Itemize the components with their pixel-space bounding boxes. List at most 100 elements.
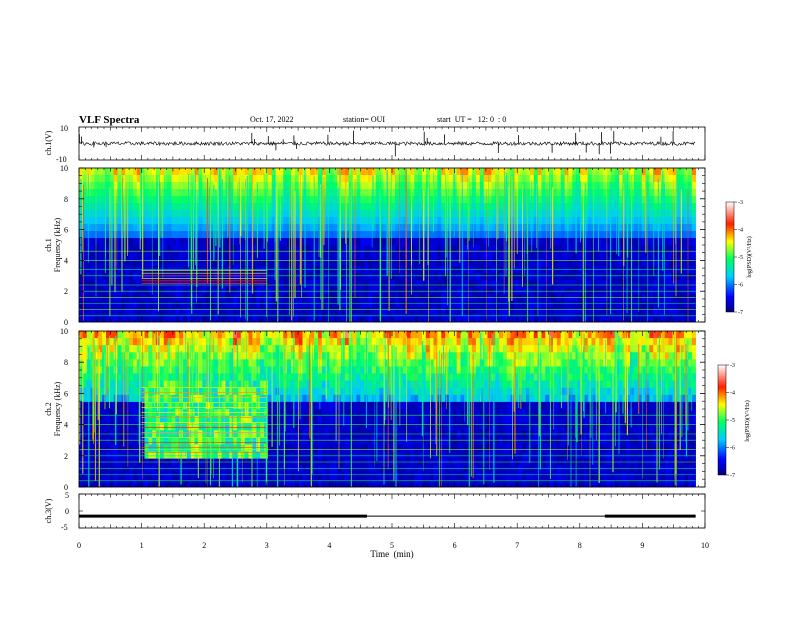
spec-cell: [241, 175, 245, 182]
spec-cell: [206, 273, 210, 280]
spec-cell: [599, 203, 603, 210]
spec-cell: [622, 168, 626, 175]
spec-cell: [118, 308, 122, 315]
spec-cell: [314, 189, 318, 196]
spec-cell: [87, 252, 91, 259]
spec-cell: [256, 259, 260, 266]
spec-cell: [94, 196, 98, 203]
spec-cell: [364, 203, 368, 210]
spec-cell: [449, 182, 453, 189]
spec-cell: [98, 259, 102, 266]
spec-cell: [222, 459, 226, 466]
spec-cell: [410, 203, 414, 210]
spec-cell: [588, 308, 592, 315]
spec-cell: [98, 203, 102, 210]
spec-cell: [599, 224, 603, 231]
spec-cell: [453, 210, 457, 217]
spec-cell: [503, 308, 507, 315]
spec-cell: [183, 374, 187, 381]
spec-cell: [106, 466, 110, 473]
spec-cell: [114, 224, 118, 231]
spec-cell: [148, 196, 152, 203]
spec-cell: [553, 301, 557, 308]
spec-cell: [83, 175, 87, 182]
spec-cell: [272, 301, 276, 308]
spec-cell: [534, 287, 538, 294]
spec-cell: [145, 308, 149, 315]
spec-cell: [464, 287, 468, 294]
spec-cell: [657, 301, 661, 308]
spec-cell: [129, 238, 133, 245]
spec-cell: [345, 301, 349, 308]
spec-cell: [330, 252, 334, 259]
spec-cell: [491, 182, 495, 189]
spec-cell: [326, 196, 330, 203]
spec-cell: [160, 273, 164, 280]
spec-cell: [175, 473, 179, 480]
spec-cell: [233, 473, 237, 480]
spec-cell: [557, 217, 561, 224]
spec-cell: [198, 331, 202, 338]
spec-cell: [137, 273, 141, 280]
spec-cell: [603, 259, 607, 266]
spec-cell: [345, 287, 349, 294]
spec-cell: [164, 352, 168, 359]
spec-cell: [118, 168, 122, 175]
spec-cell: [179, 182, 183, 189]
spec-cell: [688, 231, 692, 238]
spec-cell: [657, 280, 661, 287]
spec-cell: [102, 437, 106, 444]
spec-cell: [206, 259, 210, 266]
spec-cell: [118, 381, 122, 388]
spec-cell: [252, 308, 256, 315]
spec-cell: [118, 301, 122, 308]
spec-cell: [410, 182, 414, 189]
spec-cell: [495, 224, 499, 231]
spec-cell: [665, 301, 669, 308]
spec-cell: [491, 175, 495, 182]
spec-cell: [688, 259, 692, 266]
spec-cell: [557, 196, 561, 203]
spec-cell: [407, 189, 411, 196]
spec-cell: [141, 301, 145, 308]
spec-cell: [264, 287, 268, 294]
spec-cell: [183, 395, 187, 402]
spec-cell: [91, 238, 95, 245]
spec-cell: [584, 301, 588, 308]
spec-cell: [214, 444, 218, 451]
spec-cell: [110, 287, 114, 294]
spec-cell: [437, 259, 441, 266]
spec-cell: [125, 381, 129, 388]
spec-cell: [518, 287, 522, 294]
spec-cell: [168, 231, 172, 238]
spec-cell: [441, 238, 445, 245]
spec-cell: [391, 301, 395, 308]
spec-cell: [171, 301, 175, 308]
spec-cell: [669, 210, 673, 217]
spec-cell: [545, 238, 549, 245]
spec-cell: [160, 338, 164, 345]
spec-cell: [118, 359, 122, 366]
spec-cell: [534, 224, 538, 231]
spec-cell: [407, 203, 411, 210]
spec-cell: [133, 259, 137, 266]
spec-cell: [87, 182, 91, 189]
spec-cell: [638, 301, 642, 308]
spec-cell: [630, 196, 634, 203]
spec-cell: [360, 175, 364, 182]
spec-cell: [87, 168, 91, 175]
spec-cell: [453, 273, 457, 280]
spec-cell: [98, 196, 102, 203]
spec-cell: [125, 359, 129, 366]
spec-cell: [171, 374, 175, 381]
spec-cell: [145, 252, 149, 259]
spec-cell: [260, 196, 264, 203]
spec-cell: [249, 301, 253, 308]
spec-cell: [260, 189, 264, 196]
spec-cell: [538, 210, 542, 217]
spec-cell: [603, 301, 607, 308]
spec-cell: [507, 168, 511, 175]
spec-cell: [538, 224, 542, 231]
spec-cell: [391, 308, 395, 315]
spec-cell: [330, 308, 334, 315]
